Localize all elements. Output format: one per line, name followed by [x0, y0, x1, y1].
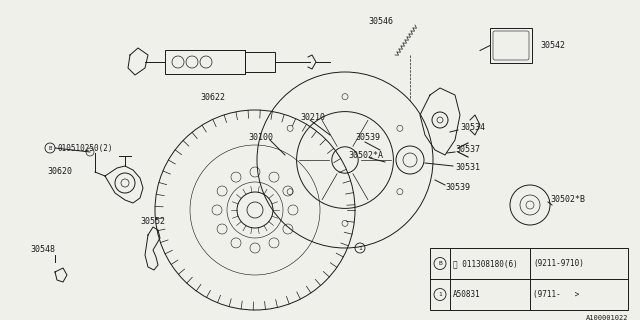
Bar — [490, 28, 532, 63]
Text: 30620: 30620 — [47, 167, 72, 177]
Bar — [165, 50, 245, 74]
Text: 30531: 30531 — [455, 164, 480, 172]
Text: 30537: 30537 — [455, 146, 480, 155]
Text: B: B — [49, 146, 52, 150]
Text: 30622: 30622 — [200, 93, 225, 102]
Text: 30546: 30546 — [368, 18, 393, 27]
Text: 1: 1 — [358, 245, 362, 251]
Text: 30210: 30210 — [300, 114, 325, 123]
Text: (9711-   >: (9711- > — [533, 290, 579, 299]
Text: 30100: 30100 — [248, 133, 273, 142]
Bar — [430, 248, 628, 310]
Text: 1: 1 — [438, 292, 442, 297]
Text: B: B — [438, 261, 442, 266]
Text: 30502*A: 30502*A — [348, 150, 383, 159]
Text: (9211-9710): (9211-9710) — [533, 259, 584, 268]
Text: A50831: A50831 — [453, 290, 481, 299]
Text: A100001022: A100001022 — [586, 315, 628, 320]
Text: 30539: 30539 — [355, 133, 380, 142]
Text: 30539: 30539 — [445, 183, 470, 193]
Text: 30542: 30542 — [540, 41, 565, 50]
Text: 30502*B: 30502*B — [550, 196, 585, 204]
Text: 30552: 30552 — [140, 218, 165, 227]
Bar — [245, 52, 275, 72]
Text: Ⓑ 011308180(6): Ⓑ 011308180(6) — [453, 259, 518, 268]
Text: 30548: 30548 — [30, 245, 55, 254]
Text: 30534: 30534 — [460, 124, 485, 132]
Text: 010510250(2): 010510250(2) — [57, 143, 113, 153]
